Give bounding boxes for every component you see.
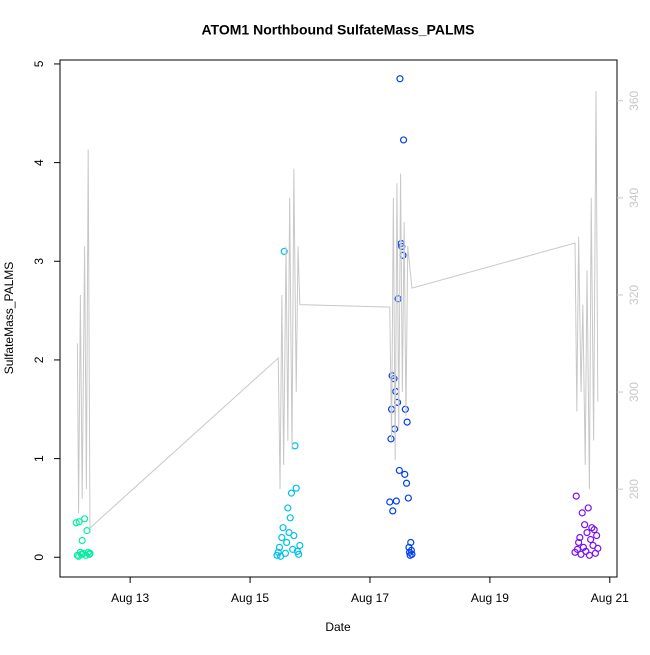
point	[292, 484, 300, 492]
plot-frame	[59, 59, 618, 578]
point	[401, 405, 409, 413]
point	[387, 435, 395, 443]
y-tick-label: 3	[32, 258, 46, 265]
point	[290, 531, 298, 540]
point	[284, 504, 292, 512]
y-tick-label: 0	[32, 554, 46, 561]
point	[75, 518, 83, 526]
point	[587, 535, 595, 544]
point	[281, 549, 290, 557]
point	[593, 531, 601, 540]
x-tick-label: Aug 21	[591, 591, 629, 605]
point	[279, 524, 287, 532]
point	[83, 527, 91, 535]
point	[86, 549, 94, 557]
point	[280, 247, 288, 256]
y-tick-label: 2	[32, 356, 46, 363]
x-tick-label: Aug 19	[471, 591, 509, 605]
point	[389, 507, 397, 515]
x-axis-label: Date	[325, 620, 351, 634]
point	[392, 497, 400, 505]
y-tick-label: 1	[32, 455, 46, 462]
point	[576, 533, 584, 542]
y-tick-label: 5	[32, 60, 46, 67]
point	[594, 544, 602, 552]
y2-tick-label: 320	[627, 285, 641, 305]
point	[396, 75, 404, 83]
point	[578, 509, 586, 517]
point	[296, 541, 304, 550]
point	[287, 489, 296, 497]
point	[572, 492, 580, 500]
point	[275, 543, 284, 552]
y2-tick-label: 300	[627, 382, 641, 402]
point	[581, 521, 589, 529]
point	[80, 515, 89, 523]
point	[582, 547, 590, 555]
x-tick-label: Aug 13	[111, 591, 149, 605]
point	[402, 479, 411, 487]
point	[583, 529, 591, 537]
point	[399, 136, 408, 144]
point	[395, 466, 403, 475]
point	[575, 538, 583, 547]
point	[584, 504, 592, 512]
x-tick-label: Aug 17	[351, 591, 389, 605]
point	[278, 533, 286, 542]
point	[78, 536, 86, 545]
line	[76, 91, 599, 530]
point	[590, 526, 598, 534]
point	[403, 418, 411, 426]
y2-tick-label: 340	[627, 188, 641, 208]
y-axis-label: SulfateMass_PALMS	[2, 262, 16, 375]
point	[401, 470, 409, 478]
point	[283, 538, 291, 547]
point	[295, 550, 303, 558]
point	[407, 546, 415, 554]
y2-tick-label: 280	[627, 479, 641, 499]
y-tick-label: 4	[32, 159, 46, 166]
x-tick-label: Aug 15	[231, 591, 269, 605]
point	[72, 519, 80, 527]
point	[386, 498, 394, 506]
chart-title: ATOM1 Northbound SulfateMass_PALMS	[201, 22, 474, 38]
point	[404, 494, 412, 502]
point	[407, 538, 415, 547]
y2-tick-label: 360	[627, 90, 641, 110]
point	[408, 550, 416, 558]
point	[286, 514, 294, 522]
